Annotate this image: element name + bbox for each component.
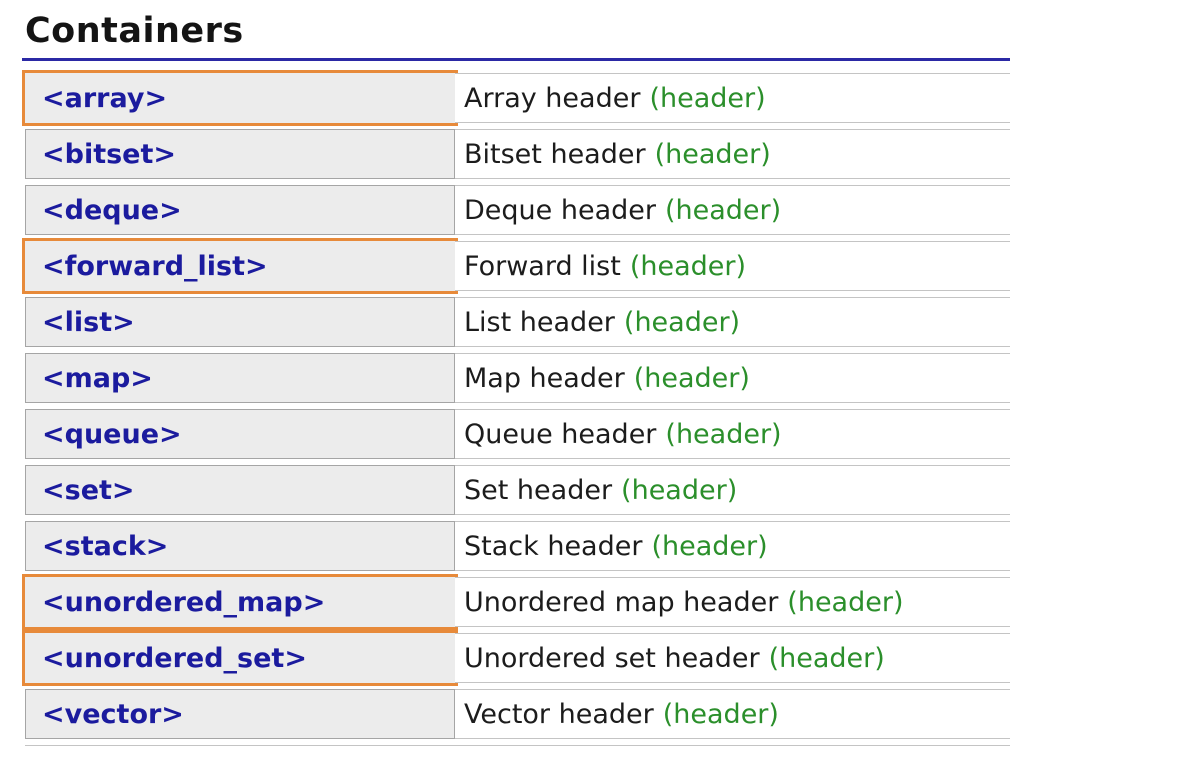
- header-link-cell[interactable]: <vector>: [25, 689, 455, 740]
- row-description: Unordered set header: [464, 642, 760, 674]
- header-link-cell[interactable]: <unordered_map>: [22, 574, 458, 631]
- header-mark: (header): [633, 362, 750, 394]
- row-description: Queue header: [464, 418, 657, 450]
- description-cell: Set header (header): [455, 465, 1010, 516]
- row-description: Vector header: [464, 698, 654, 730]
- header-mark: (header): [654, 138, 771, 170]
- description-cell: Unordered map header (header): [455, 577, 1010, 628]
- header-link[interactable]: <unordered_set>: [42, 642, 307, 674]
- table-row: <bitset> Bitset header (header): [25, 129, 1010, 180]
- header-link-cell[interactable]: <deque>: [25, 185, 455, 236]
- description-cell: Vector header (header): [455, 689, 1010, 740]
- header-mark: (header): [629, 250, 747, 282]
- table-row: <array> Array header (header): [22, 70, 1010, 127]
- table-bottom-divider: [25, 745, 1010, 747]
- containers-table: <array> Array header (header) <bitset> B…: [22, 70, 1010, 740]
- page-title: Containers: [22, 8, 1010, 62]
- header-mark: (header): [623, 306, 741, 338]
- header-link-cell[interactable]: <queue>: [25, 409, 455, 460]
- header-mark: (header): [621, 474, 738, 506]
- description-cell: Deque header (header): [455, 185, 1010, 236]
- table-row: <deque> Deque header (header): [25, 185, 1010, 236]
- header-link-cell[interactable]: <list>: [25, 297, 455, 348]
- row-description: Bitset header: [464, 138, 646, 170]
- header-link[interactable]: <stack>: [42, 530, 169, 562]
- table-row: <forward_list> Forward list (header): [22, 238, 1010, 295]
- description-cell: Stack header (header): [455, 521, 1010, 572]
- header-mark: (header): [649, 82, 766, 114]
- header-link[interactable]: <array>: [42, 82, 168, 114]
- header-link[interactable]: <vector>: [42, 698, 184, 730]
- table-row: <list> List header (header): [25, 297, 1010, 348]
- table-row: <vector> Vector header (header): [25, 689, 1010, 740]
- description-cell: Queue header (header): [455, 409, 1010, 460]
- header-mark: (header): [665, 418, 782, 450]
- description-cell: Bitset header (header): [455, 129, 1010, 180]
- header-link-cell[interactable]: <stack>: [25, 521, 455, 572]
- description-cell: Array header (header): [455, 73, 1010, 124]
- header-link[interactable]: <list>: [42, 306, 135, 338]
- row-description: Stack header: [464, 530, 643, 562]
- header-link[interactable]: <unordered_map>: [42, 586, 326, 618]
- header-link-cell[interactable]: <forward_list>: [22, 238, 458, 295]
- table-row: <unordered_map> Unordered map header (he…: [22, 574, 1010, 631]
- header-link[interactable]: <forward_list>: [42, 250, 268, 282]
- row-description: Map header: [464, 362, 625, 394]
- table-row: <set> Set header (header): [25, 465, 1010, 516]
- row-description: Unordered map header: [464, 586, 779, 618]
- description-cell: Map header (header): [455, 353, 1010, 404]
- row-description: Set header: [464, 474, 613, 506]
- row-description: Deque header: [464, 194, 656, 226]
- header-link[interactable]: <queue>: [42, 418, 182, 450]
- table-row: <queue> Queue header (header): [25, 409, 1010, 460]
- header-link-cell[interactable]: <set>: [25, 465, 455, 516]
- header-mark: (header): [664, 194, 782, 226]
- row-description: Array header: [464, 82, 641, 114]
- description-cell: Unordered set header (header): [455, 633, 1010, 684]
- header-link-cell[interactable]: <map>: [25, 353, 455, 404]
- description-cell: List header (header): [455, 297, 1010, 348]
- header-mark: (header): [787, 586, 904, 618]
- header-link-cell[interactable]: <array>: [22, 70, 458, 127]
- table-row: <map> Map header (header): [25, 353, 1010, 404]
- header-mark: (header): [768, 642, 885, 674]
- header-mark: (header): [651, 530, 768, 562]
- header-link[interactable]: <map>: [42, 362, 153, 394]
- header-mark: (header): [662, 698, 779, 730]
- header-link-cell[interactable]: <bitset>: [25, 129, 455, 180]
- description-cell: Forward list (header): [455, 241, 1010, 292]
- header-link-cell[interactable]: <unordered_set>: [22, 630, 458, 687]
- row-description: Forward list: [464, 250, 621, 282]
- header-link[interactable]: <set>: [42, 474, 135, 506]
- header-link[interactable]: <deque>: [42, 194, 182, 226]
- header-link[interactable]: <bitset>: [42, 138, 177, 170]
- table-row: <stack> Stack header (header): [25, 521, 1010, 572]
- row-description: List header: [464, 306, 615, 338]
- containers-section: Containers <array> Array header (header)…: [22, 8, 1010, 747]
- table-row: <unordered_set> Unordered set header (he…: [22, 630, 1010, 687]
